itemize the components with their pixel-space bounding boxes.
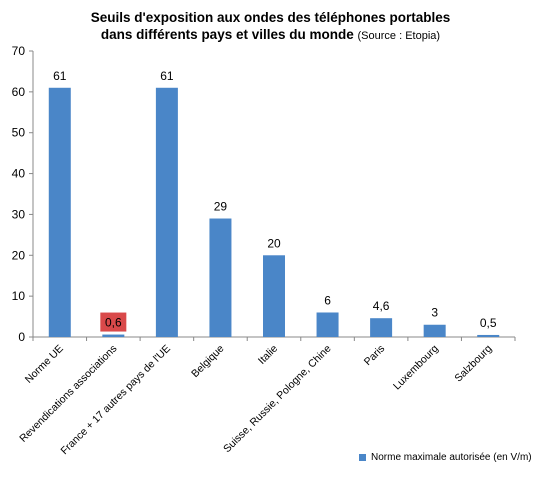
x-category-label: France + 17 autres pays de l'UE [58,343,173,458]
data-label: 20 [267,236,281,250]
x-category-label: Paris [362,343,387,368]
chart-title-line2-main: dans différents pays et villes du monde [100,27,354,42]
bar [155,87,178,338]
bar [477,334,500,337]
x-category-label: Salzbourg [452,343,494,385]
data-label-highlight-bg [100,312,127,332]
x-category-label: Norme UE [23,343,66,386]
bar [263,255,285,337]
data-label: 4,6 [373,299,390,313]
y-tick-label: 50 [12,126,26,140]
data-label: 0,5 [480,316,497,330]
y-tick-label: 0 [18,330,25,344]
bar [48,87,71,338]
y-tick-label: 70 [12,44,26,58]
x-category-label: Belgique [189,343,226,380]
data-label: 61 [160,69,174,83]
legend: Norme maximale autorisée (en V/m) [359,452,532,463]
y-tick-label: 20 [12,248,26,262]
x-category-label: Italie [256,343,280,367]
data-label: 29 [214,200,228,214]
x-category-label: Revendications associations [17,343,119,445]
bar [370,318,393,337]
data-label: 0,6 [105,316,122,330]
chart-title-source: (Source : Etopia) [357,30,441,42]
chart-title: Seuils d'exposition aux ondes des téléph… [0,9,541,45]
x-category-label: Suisse, Russie, Pologne, Chine [221,343,334,456]
chart-title-line2: dans différents pays et villes du monde … [0,26,541,45]
legend-swatch [359,454,366,461]
data-label: 61 [53,69,67,83]
y-tick-label: 60 [12,85,26,99]
chart-title-line1: Seuils d'exposition aux ondes des téléph… [90,10,451,25]
bar [316,312,339,337]
legend-label: Norme maximale autorisée (en V/m) [371,452,532,463]
y-tick-label: 10 [12,289,26,303]
data-label: 6 [324,293,331,307]
data-label: 3 [431,306,438,320]
bar [102,334,125,337]
x-category-label: Luxembourg [391,343,441,393]
y-tick-label: 30 [12,207,26,221]
bar [209,218,232,337]
bar [423,324,446,337]
y-tick-label: 40 [12,167,26,181]
